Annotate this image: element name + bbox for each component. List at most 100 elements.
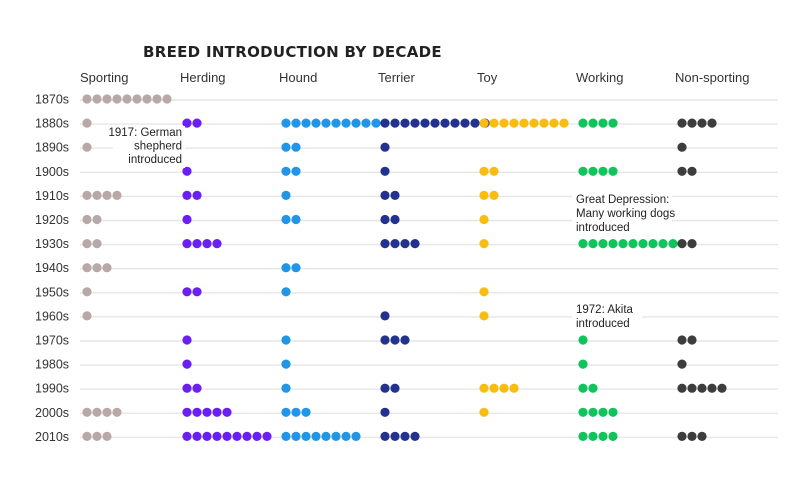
dot-toy-1990s xyxy=(479,383,489,393)
dot-non-sporting-1880s xyxy=(677,118,687,128)
annotation-text: introduced xyxy=(576,222,630,234)
dot-non-sporting-1900s xyxy=(677,166,687,176)
dot-sporting-1880s xyxy=(82,118,92,128)
dot-hound-1940s xyxy=(291,263,301,273)
dot-herding-2000s xyxy=(202,407,212,417)
dot-non-sporting-1880s xyxy=(697,118,707,128)
dot-terrier-2010s xyxy=(390,431,400,441)
dot-sporting-1870s xyxy=(142,94,152,104)
dot-herding-1920s xyxy=(182,214,192,225)
dot-herding-1930s xyxy=(202,239,212,249)
dot-hound-2000s xyxy=(301,407,311,417)
annotation-background xyxy=(113,126,185,168)
dot-sporting-1870s xyxy=(132,94,142,104)
dot-working-1930s xyxy=(588,239,598,249)
dot-working-1880s xyxy=(588,118,598,128)
dot-hound-2010s xyxy=(321,431,331,441)
dot-toy-1990s xyxy=(499,383,509,393)
dot-hound-1880s xyxy=(281,118,291,128)
dot-terrier-1920s xyxy=(380,214,390,225)
dot-sporting-1870s xyxy=(82,94,92,104)
dot-working-1930s xyxy=(598,239,608,249)
dot-sporting-2000s xyxy=(92,407,102,417)
row-label-1920s: 1920s xyxy=(35,213,69,227)
column-label-hound: Hound xyxy=(279,70,317,85)
dot-hound-1880s xyxy=(351,118,361,128)
dot-hound-1880s xyxy=(291,118,301,128)
dot-herding-2010s xyxy=(262,431,272,441)
dot-terrier-1970s xyxy=(400,335,410,345)
dot-hound-2000s xyxy=(291,407,301,417)
dot-herding-2010s xyxy=(242,431,252,441)
dot-terrier-1880s xyxy=(440,118,450,128)
annotation-text: 1972: Akita xyxy=(576,304,634,316)
dot-non-sporting-1990s xyxy=(687,383,697,393)
dot-herding-1930s xyxy=(192,239,202,249)
dot-terrier-1880s xyxy=(380,118,390,128)
dot-working-2010s xyxy=(608,431,618,441)
column-label-herding: Herding xyxy=(180,70,226,85)
dot-terrier-1930s xyxy=(410,239,420,249)
row-label-1950s: 1950s xyxy=(35,285,69,299)
dot-herding-2010s xyxy=(232,431,242,441)
dot-herding-2000s xyxy=(192,407,202,417)
dot-working-1880s xyxy=(598,118,608,128)
dot-herding-1910s xyxy=(182,190,192,200)
dot-herding-1910s xyxy=(192,190,202,200)
row-label-1940s: 1940s xyxy=(35,261,69,275)
column-label-sporting: Sporting xyxy=(80,70,128,85)
column-label-working: Working xyxy=(576,70,623,85)
dot-working-1930s xyxy=(638,239,648,249)
dot-hound-2010s xyxy=(331,431,341,441)
dot-hound-1950s xyxy=(281,287,291,297)
dot-hound-1880s xyxy=(361,118,371,128)
dot-working-2010s xyxy=(598,431,608,441)
dot-hound-1880s xyxy=(371,118,381,128)
dot-non-sporting-2010s xyxy=(677,431,687,441)
dot-terrier-1880s xyxy=(470,118,480,128)
row-label-1870s: 1870s xyxy=(35,93,69,107)
dot-toy-1950s xyxy=(479,287,489,297)
dot-working-1880s xyxy=(578,118,588,128)
dot-working-1900s xyxy=(608,166,618,176)
dot-terrier-2010s xyxy=(380,431,390,441)
dot-working-1930s xyxy=(628,239,638,249)
dot-terrier-1880s xyxy=(390,118,400,128)
dot-hound-2010s xyxy=(311,431,321,441)
dot-working-1990s xyxy=(588,383,598,393)
dot-sporting-1910s xyxy=(82,190,92,200)
dot-toy-1930s xyxy=(479,239,489,249)
dot-working-2010s xyxy=(578,431,588,441)
dot-toy-1900s xyxy=(489,166,499,176)
dot-herding-1900s xyxy=(182,166,192,176)
dot-sporting-1920s xyxy=(92,214,102,225)
dot-herding-2010s xyxy=(202,431,212,441)
dot-herding-2000s xyxy=(182,407,192,417)
dot-hound-1880s xyxy=(331,118,341,128)
dot-working-1900s xyxy=(598,166,608,176)
dot-terrier-1970s xyxy=(390,335,400,345)
dot-herding-2010s xyxy=(222,431,232,441)
dot-non-sporting-1930s xyxy=(677,239,687,249)
dot-hound-1900s xyxy=(281,166,291,176)
dot-terrier-1880s xyxy=(410,118,420,128)
dot-working-1970s xyxy=(578,335,588,345)
dot-non-sporting-1990s xyxy=(677,383,687,393)
dot-sporting-1940s xyxy=(92,263,102,273)
annotation-text: 1917: German xyxy=(108,127,182,139)
dot-sporting-1890s xyxy=(82,142,92,152)
dot-toy-1880s xyxy=(489,118,499,128)
column-label-non-sporting: Non-sporting xyxy=(675,70,749,85)
dot-hound-2000s xyxy=(281,407,291,417)
dot-hound-1920s xyxy=(281,214,291,225)
dot-herding-2000s xyxy=(212,407,222,417)
dot-herding-1980s xyxy=(182,359,192,369)
dot-non-sporting-1880s xyxy=(707,118,717,128)
dot-terrier-1880s xyxy=(450,118,460,128)
dot-hound-1920s xyxy=(291,214,301,225)
dot-hound-2010s xyxy=(341,431,351,441)
dot-terrier-2010s xyxy=(410,431,420,441)
row-label-1880s: 1880s xyxy=(35,117,69,131)
dot-working-1930s xyxy=(648,239,658,249)
